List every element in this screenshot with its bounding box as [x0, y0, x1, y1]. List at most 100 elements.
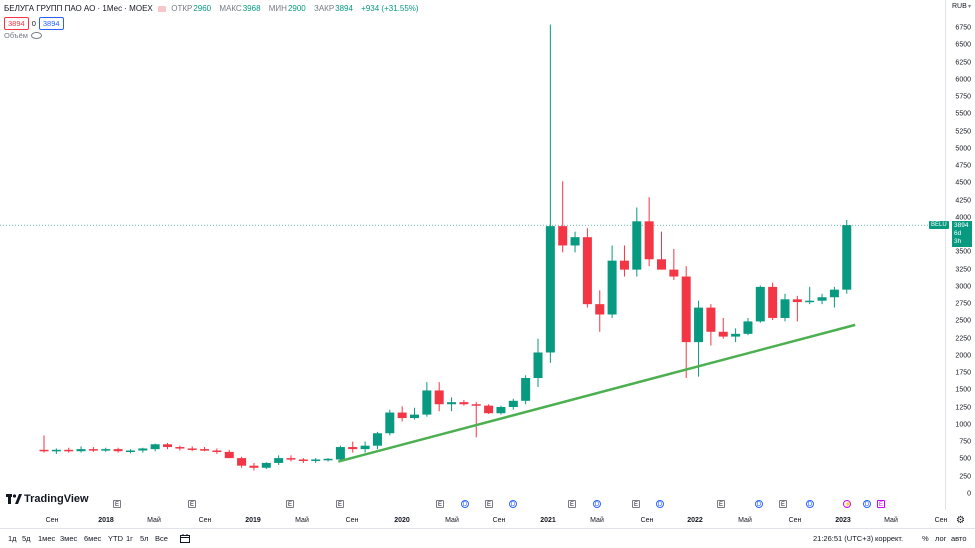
candle[interactable] — [422, 382, 432, 417]
candle[interactable] — [410, 407, 419, 420]
candle[interactable] — [558, 181, 568, 253]
candle[interactable] — [706, 304, 716, 346]
candle[interactable] — [261, 462, 271, 470]
split-event-icon[interactable]: ⚡ — [843, 500, 852, 508]
eye-icon[interactable] — [157, 5, 166, 12]
chart-area[interactable]: БЕЛУГА ГРУПП ПАО АО · 1Мес · MOEX ОТКР29… — [0, 0, 945, 510]
candle[interactable] — [484, 404, 494, 414]
dividend-event-icon[interactable]: D — [755, 500, 763, 508]
candle[interactable] — [718, 317, 728, 339]
candle[interactable] — [372, 431, 382, 450]
candle[interactable] — [101, 447, 111, 452]
candle[interactable] — [51, 448, 61, 454]
earnings-event-icon[interactable]: E — [568, 500, 576, 508]
candle[interactable] — [842, 220, 852, 294]
dividend-event-icon[interactable]: D — [593, 500, 601, 508]
candle[interactable] — [447, 397, 457, 412]
candle[interactable] — [39, 435, 49, 453]
candle[interactable] — [545, 24, 555, 363]
candle[interactable] — [125, 449, 135, 454]
candle[interactable] — [817, 293, 827, 305]
dividend-event-icon[interactable]: D — [461, 500, 469, 508]
range-button[interactable]: 1д — [8, 534, 17, 543]
candle[interactable] — [619, 245, 629, 277]
candle[interactable] — [237, 456, 247, 468]
range-button[interactable]: YTD — [108, 534, 123, 543]
tradingview-logo[interactable]: TradingView — [6, 493, 89, 505]
clock-timezone[interactable]: 21:26:51 (UTC+3) — [813, 534, 874, 543]
candle[interactable] — [76, 446, 86, 453]
dividend-event-icon[interactable]: D — [656, 500, 664, 508]
candle[interactable] — [644, 197, 654, 267]
currency-label[interactable]: RUB — [952, 3, 967, 10]
candle[interactable] — [385, 409, 395, 436]
percent-toggle[interactable]: % — [922, 534, 929, 543]
candle[interactable] — [508, 398, 518, 410]
candle[interactable] — [570, 231, 580, 253]
candle[interactable] — [249, 462, 259, 471]
earnings-event-icon[interactable]: E — [188, 500, 196, 508]
earnings-event-icon[interactable]: E — [877, 500, 885, 508]
candle[interactable] — [595, 290, 605, 332]
earnings-event-icon[interactable]: E — [113, 500, 121, 508]
earnings-event-icon[interactable]: E — [436, 500, 444, 508]
candle[interactable] — [274, 455, 284, 466]
candle[interactable] — [113, 447, 123, 453]
candle[interactable] — [335, 445, 345, 461]
candle[interactable] — [212, 448, 222, 454]
buy-button[interactable]: 3894 — [38, 17, 64, 30]
candle[interactable] — [496, 405, 506, 415]
range-button[interactable]: 5л — [140, 534, 149, 543]
earnings-event-icon[interactable]: E — [286, 500, 294, 508]
candle[interactable] — [657, 231, 666, 270]
sell-button[interactable]: 3894 — [4, 17, 29, 30]
candle[interactable] — [632, 207, 642, 277]
candle[interactable] — [731, 328, 741, 343]
candle[interactable] — [607, 245, 617, 318]
candle[interactable] — [694, 300, 704, 377]
price-axis[interactable]: RUB ▾ 6750 6500 6250 6000 5750 5500 5250 5000 47… — [945, 0, 975, 510]
candle[interactable] — [533, 338, 543, 387]
candle[interactable] — [224, 449, 234, 459]
candlestick-chart[interactable] — [0, 0, 945, 510]
candle[interactable] — [163, 442, 172, 450]
earnings-event-icon[interactable]: E — [632, 500, 640, 508]
range-button[interactable]: 1г — [126, 534, 133, 543]
candle[interactable] — [200, 447, 210, 452]
candle[interactable] — [311, 458, 321, 463]
eye-icon[interactable] — [30, 32, 42, 39]
range-button[interactable]: 5д — [22, 534, 31, 543]
candle[interactable] — [669, 248, 679, 280]
dividend-event-icon[interactable]: D — [863, 500, 871, 508]
candle[interactable] — [829, 286, 839, 308]
range-button[interactable]: 1мес — [38, 534, 56, 543]
volume-indicator[interactable]: Объём — [4, 31, 42, 40]
candle[interactable] — [792, 295, 802, 322]
range-button[interactable]: 6мес — [84, 534, 102, 543]
candle[interactable] — [743, 317, 753, 336]
settings-gear-icon[interactable]: ⚙ — [956, 515, 965, 526]
auto-toggle[interactable]: авто — [951, 534, 967, 543]
candle[interactable] — [64, 447, 74, 453]
earnings-event-icon[interactable]: E — [779, 500, 787, 508]
range-button[interactable]: Все — [155, 534, 168, 543]
trendline[interactable] — [337, 323, 856, 463]
chevron-down-icon[interactable]: ▾ — [968, 4, 972, 10]
candle[interactable] — [397, 406, 407, 422]
candle[interactable] — [521, 375, 531, 405]
candle[interactable] — [582, 228, 592, 308]
earnings-event-icon[interactable]: E — [717, 500, 725, 508]
earnings-event-icon[interactable]: E — [336, 500, 344, 508]
calendar-range-icon[interactable] — [180, 534, 190, 545]
candle[interactable] — [360, 441, 370, 453]
candle[interactable] — [348, 441, 358, 453]
candle[interactable] — [187, 446, 197, 452]
candle[interactable] — [471, 402, 481, 438]
candle[interactable] — [755, 285, 765, 323]
candle[interactable] — [805, 286, 815, 305]
dividend-event-icon[interactable]: D — [806, 500, 814, 508]
adjust-toggle[interactable]: коррект. — [875, 534, 904, 543]
candle[interactable] — [434, 382, 444, 412]
candle[interactable] — [88, 447, 98, 452]
candle[interactable] — [175, 445, 185, 451]
